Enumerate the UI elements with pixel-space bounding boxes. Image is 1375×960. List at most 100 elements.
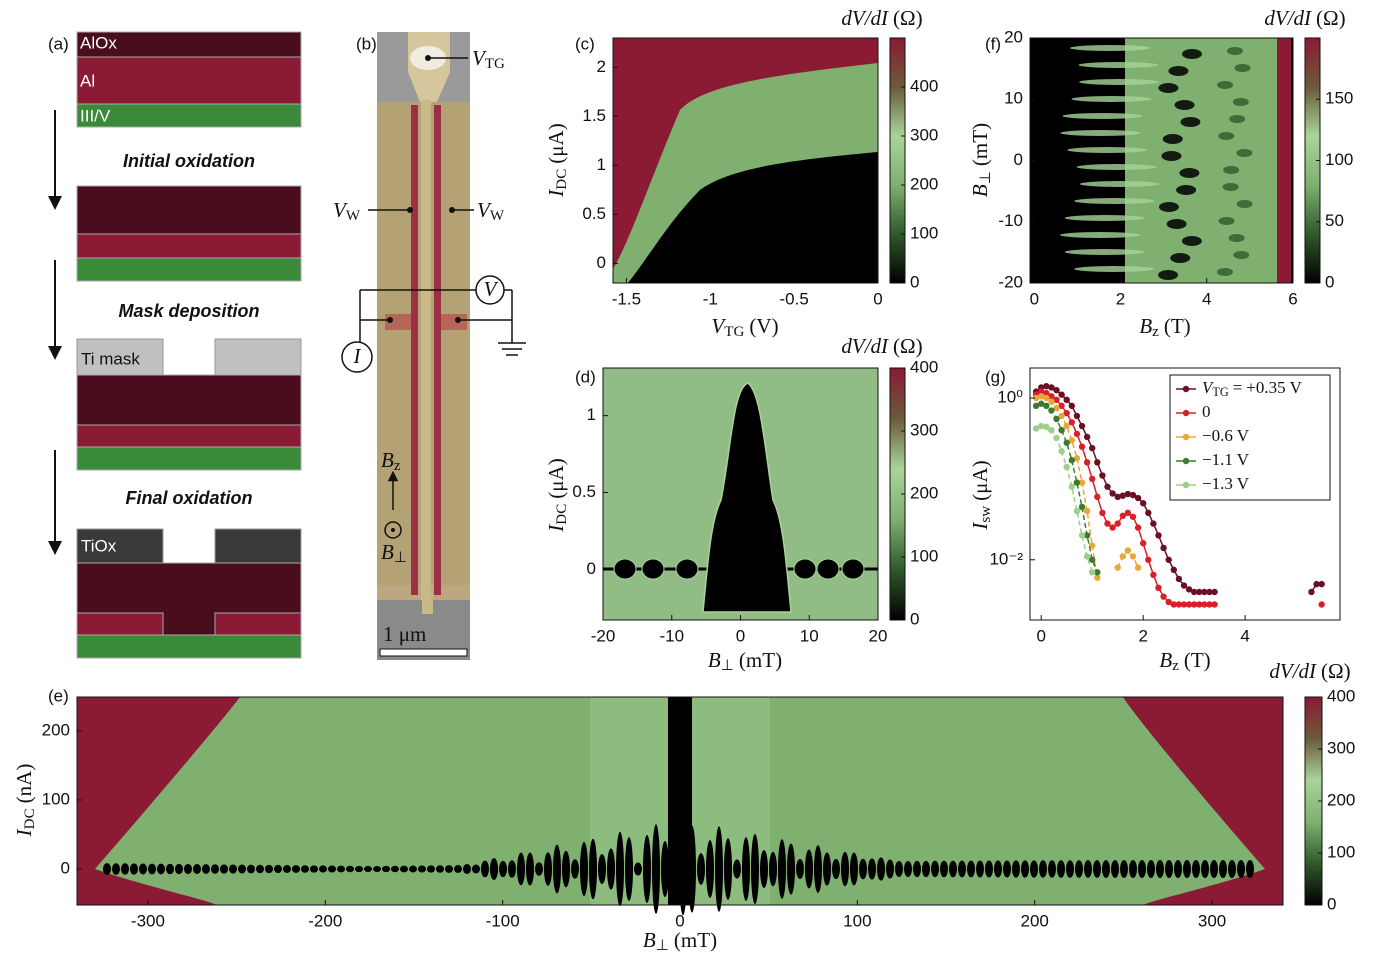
x-tick-label: -1 bbox=[703, 289, 718, 308]
layer bbox=[76, 103, 302, 128]
data-point bbox=[1165, 598, 1172, 606]
wire-label: VW bbox=[333, 198, 361, 225]
symbol: V bbox=[333, 198, 348, 222]
circuit bbox=[341, 57, 526, 373]
probe-dot bbox=[455, 317, 461, 323]
heatmap-region bbox=[841, 558, 865, 580]
data-point bbox=[1078, 503, 1086, 511]
heatmap-region bbox=[1176, 185, 1197, 195]
voltmeter-label: V bbox=[484, 277, 499, 301]
symbol: V bbox=[711, 314, 726, 338]
heatmap-region bbox=[427, 865, 435, 873]
x-tick-label: 2 bbox=[1116, 289, 1125, 308]
x-tick-label: -10 bbox=[659, 626, 684, 645]
colorbar-tick-label: 200 bbox=[910, 174, 938, 193]
colorbar-title: dV/dI (Ω) bbox=[1264, 6, 1345, 30]
heatmap-region bbox=[130, 863, 138, 875]
subscript: TG bbox=[724, 324, 744, 340]
data-point bbox=[1048, 384, 1055, 391]
legend bbox=[1169, 374, 1331, 501]
colorbar-tick-label: 50 bbox=[1325, 211, 1344, 230]
heatmap-region bbox=[1228, 860, 1236, 878]
heatmap-region bbox=[1233, 251, 1250, 259]
legend-label: −0.6 V bbox=[1202, 426, 1250, 445]
scale-bar-label: 1 μm bbox=[383, 622, 426, 646]
heatmap-region bbox=[1064, 215, 1145, 221]
colorbar-title: dV/dI (Ω) bbox=[1269, 659, 1350, 683]
heatmap-region bbox=[535, 862, 543, 876]
legend-label: −1.3 V bbox=[1202, 474, 1250, 493]
heatmap-region bbox=[229, 864, 237, 874]
heatmap-region bbox=[454, 865, 462, 873]
legend-swatch bbox=[1182, 481, 1190, 489]
subscript: W bbox=[346, 208, 361, 224]
heatmap-region bbox=[1129, 860, 1137, 878]
x-tick-label: -20 bbox=[591, 626, 616, 645]
symbol: B bbox=[381, 448, 394, 472]
layer bbox=[76, 634, 302, 659]
heatmap-region bbox=[675, 558, 699, 580]
data-point bbox=[1099, 509, 1106, 517]
heatmap-region bbox=[544, 852, 552, 886]
heatmap-region bbox=[1219, 860, 1227, 878]
colorbar-tick-label: 300 bbox=[1327, 738, 1355, 757]
heatmap-region bbox=[418, 865, 426, 873]
heatmap-region bbox=[166, 863, 174, 875]
data-point bbox=[1160, 593, 1167, 600]
heatmap-region bbox=[1277, 38, 1291, 283]
data-point bbox=[1190, 601, 1198, 608]
heatmap-region bbox=[793, 558, 817, 580]
data-point bbox=[1032, 402, 1040, 410]
heatmap-region bbox=[1165, 860, 1173, 878]
heatmap-region bbox=[1074, 266, 1155, 272]
heatmap-region bbox=[1070, 45, 1150, 51]
subscript: DC bbox=[554, 504, 570, 525]
heatmap-region bbox=[931, 860, 939, 878]
data-point bbox=[1068, 437, 1076, 444]
legend-swatch bbox=[1182, 385, 1190, 393]
panel-label: (g) bbox=[985, 367, 1006, 386]
heatmap-region bbox=[1074, 198, 1155, 204]
heatmap-region bbox=[139, 863, 147, 875]
heatmap-region bbox=[1234, 64, 1251, 72]
heatmap-region bbox=[463, 863, 471, 875]
y-tick-label: 200 bbox=[42, 720, 70, 739]
plot-frame bbox=[1029, 367, 1341, 621]
heatmap-region bbox=[607, 848, 615, 890]
heatmap-region bbox=[157, 863, 165, 875]
data-point bbox=[1053, 434, 1060, 442]
heatmap-region bbox=[1227, 47, 1243, 55]
data-point bbox=[1318, 601, 1325, 608]
diagram-a: (a) AlOx Al III/V Initial oxidation Mask… bbox=[48, 31, 302, 659]
legend-swatch bbox=[1182, 457, 1190, 465]
data-point bbox=[1038, 400, 1045, 407]
heatmap-region bbox=[1228, 234, 1245, 242]
data-point bbox=[1053, 386, 1060, 394]
heatmap-region bbox=[702, 382, 792, 613]
heatmap-region bbox=[1111, 860, 1119, 878]
data-point bbox=[1165, 556, 1172, 563]
unit: (mT) bbox=[968, 123, 992, 166]
heatmap-region bbox=[661, 841, 669, 897]
colorbar-tick-label: 300 bbox=[910, 125, 938, 144]
legend-swatch bbox=[1182, 433, 1190, 441]
data-point bbox=[1032, 425, 1040, 432]
y-tick-label: -20 bbox=[998, 272, 1023, 291]
symbol: V bbox=[477, 198, 492, 222]
heatmap-region bbox=[490, 858, 498, 880]
heatmap-region bbox=[1174, 100, 1195, 110]
heatmap-region bbox=[1012, 860, 1020, 878]
heatmap-region bbox=[1078, 62, 1159, 68]
mask-label: TiOx bbox=[81, 536, 117, 555]
data-point bbox=[1043, 402, 1050, 410]
layer bbox=[76, 56, 302, 105]
x-tick-label: 0 bbox=[873, 289, 882, 308]
data-point bbox=[1155, 532, 1162, 539]
heatmap-region bbox=[364, 865, 372, 873]
heatmap-region bbox=[1071, 96, 1152, 102]
data-point bbox=[1068, 419, 1076, 426]
mask bbox=[214, 338, 302, 376]
panel-label: (a) bbox=[48, 34, 69, 53]
data-point bbox=[1063, 409, 1070, 417]
unit: (mT) bbox=[674, 928, 717, 952]
